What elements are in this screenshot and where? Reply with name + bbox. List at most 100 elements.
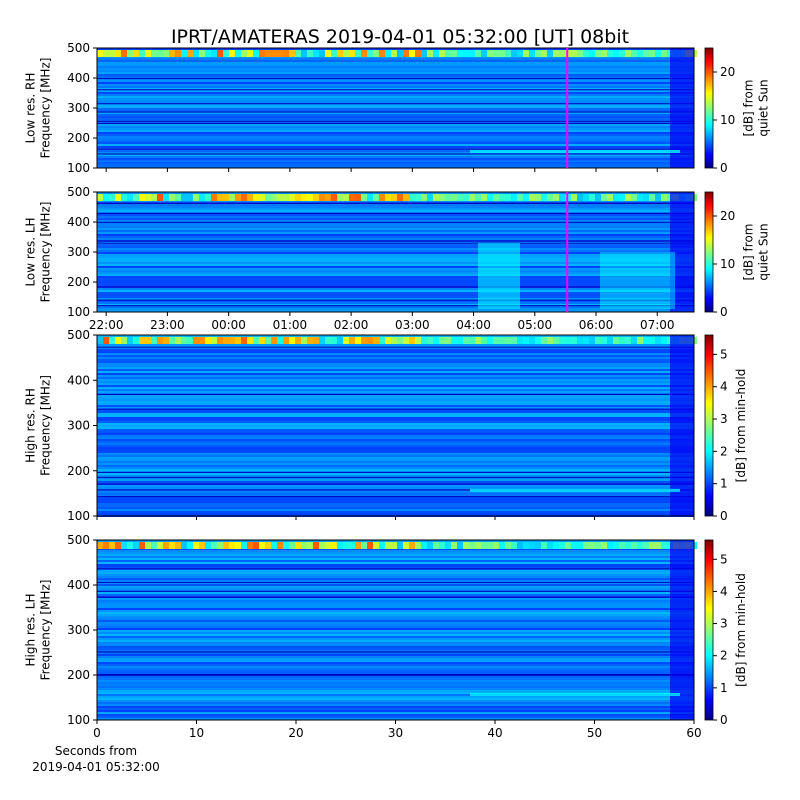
spectrogram-row	[97, 302, 694, 304]
spectrogram-cell	[373, 337, 379, 344]
spectrogram-row	[97, 296, 694, 298]
spectrogram-cell	[217, 194, 223, 201]
spectrogram-cell	[559, 337, 565, 344]
spectrogram-cell	[175, 50, 181, 57]
spectrogram-cell	[499, 50, 505, 57]
spectrogram-row	[97, 644, 694, 646]
spectrogram-row	[97, 214, 694, 216]
spectrogram-cell	[301, 542, 307, 549]
x-tick-label: 0	[93, 726, 101, 740]
spectrogram-row	[97, 111, 694, 113]
colorbar	[704, 47, 714, 169]
spectrogram-row	[97, 383, 694, 385]
spectrogram-cell	[151, 194, 157, 201]
spectrogram-cell	[547, 337, 553, 344]
spectrogram-row	[97, 483, 694, 485]
spectrogram-cell	[529, 542, 535, 549]
spectrogram-row	[97, 690, 694, 692]
spectrogram-row	[97, 489, 694, 491]
spectrogram-cell	[223, 542, 229, 549]
spectrogram-cell	[457, 194, 463, 201]
x-tick-label: 05:00	[518, 318, 553, 332]
spectrogram-row	[97, 668, 694, 670]
spectrogram-row	[97, 408, 694, 410]
colorbar-tick-label: 2	[720, 649, 728, 663]
spectrogram-row	[97, 496, 694, 498]
spectrogram-cell	[433, 50, 439, 57]
spectrogram-row	[97, 361, 694, 363]
spectrogram-cell	[421, 50, 427, 57]
spectrogram-cell	[349, 50, 355, 57]
spectrogram-cell	[205, 337, 211, 344]
spectrogram-row	[97, 156, 694, 158]
spectrogram-row	[97, 540, 694, 542]
spectrogram-row	[97, 652, 694, 654]
spectrogram-row	[97, 230, 694, 232]
spectrogram-row	[97, 359, 694, 361]
spectrogram-row	[97, 114, 694, 116]
spectrogram-cell	[211, 50, 217, 57]
spectrogram-cell	[139, 50, 145, 57]
spectrogram-row	[97, 447, 694, 449]
y-axis-label: Low res. RHFrequency [MHz]	[24, 58, 53, 159]
spectrogram-row	[97, 142, 694, 144]
spectrogram-cell	[247, 50, 253, 57]
spectrogram-cell	[619, 194, 625, 201]
spectrogram-cell	[199, 542, 205, 549]
y-tick-label: 500	[67, 533, 90, 547]
spectrogram-row	[97, 210, 694, 212]
spectrogram-cell	[481, 194, 487, 201]
spectrogram-cell	[337, 194, 343, 201]
spectrogram-cell	[187, 50, 193, 57]
spectrogram-cell	[511, 542, 517, 549]
spectrogram-row	[97, 92, 694, 94]
spectrogram-row	[97, 82, 694, 84]
colorbar-tick-label: 0	[720, 305, 728, 319]
spectrogram-cell	[127, 542, 133, 549]
spectrogram-row	[97, 628, 694, 630]
spectrogram-row	[97, 610, 694, 612]
colorbar-tick-label: 5	[720, 347, 728, 361]
y-tick-label: 500	[67, 41, 90, 55]
spectrogram-cell	[163, 542, 169, 549]
spectrogram-cell	[253, 542, 259, 549]
spectrogram-cell	[223, 194, 229, 201]
spectrogram-cell	[115, 542, 121, 549]
spectrogram-cell	[625, 337, 631, 344]
y-tick-label: 300	[67, 101, 90, 115]
spectrogram-row	[97, 403, 694, 405]
spectrogram-cell	[97, 194, 103, 201]
x-tick-label: 04:00	[456, 318, 491, 332]
spectrogram-row	[97, 688, 694, 690]
spectrogram-row	[97, 427, 694, 429]
spectrogram-cell	[349, 542, 355, 549]
spectrogram-cell	[133, 194, 139, 201]
spectrogram-row	[97, 96, 694, 98]
spectrogram-cell	[343, 50, 349, 57]
spectrogram-cell	[265, 194, 271, 201]
spectrogram-cell	[457, 50, 463, 57]
spectrogram-cell	[643, 337, 649, 344]
spectrogram-row	[97, 88, 694, 90]
spectrogram-row	[97, 712, 694, 714]
spectrogram-row	[97, 686, 694, 688]
spectrogram-row	[97, 513, 694, 515]
spectrogram-row	[97, 221, 694, 223]
spectrogram-cell	[649, 542, 655, 549]
spectrogram-cell	[109, 50, 115, 57]
spectrogram-row	[97, 385, 694, 387]
spectrogram-cell	[427, 337, 433, 344]
spectrogram-row	[97, 60, 694, 62]
spectrogram-cell	[625, 542, 631, 549]
spectrogram-row	[97, 288, 694, 290]
spectrogram-cell	[325, 194, 331, 201]
spectrogram-cell	[337, 50, 343, 57]
spectrogram-row	[97, 413, 694, 415]
spectrogram-cell	[361, 337, 367, 344]
colorbar	[704, 334, 714, 517]
spectrogram-row	[97, 355, 694, 357]
spectrogram-row	[97, 349, 694, 351]
spectrogram-row	[97, 471, 694, 473]
spectrogram-cell	[271, 542, 277, 549]
spectrogram-cell	[499, 194, 505, 201]
